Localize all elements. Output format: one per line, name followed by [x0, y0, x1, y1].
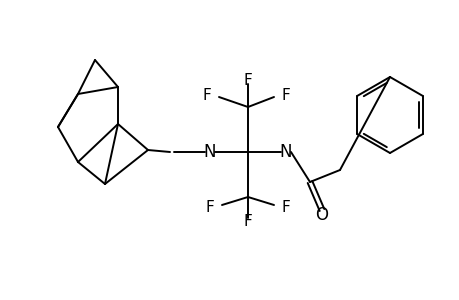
Text: F: F	[243, 214, 252, 230]
Text: F: F	[205, 200, 213, 214]
Text: F: F	[281, 200, 290, 214]
Text: N: N	[279, 143, 291, 161]
Text: N: N	[203, 143, 216, 161]
Text: F: F	[202, 88, 211, 103]
Text: F: F	[243, 73, 252, 88]
Text: F: F	[281, 88, 290, 103]
Text: O: O	[315, 206, 328, 224]
